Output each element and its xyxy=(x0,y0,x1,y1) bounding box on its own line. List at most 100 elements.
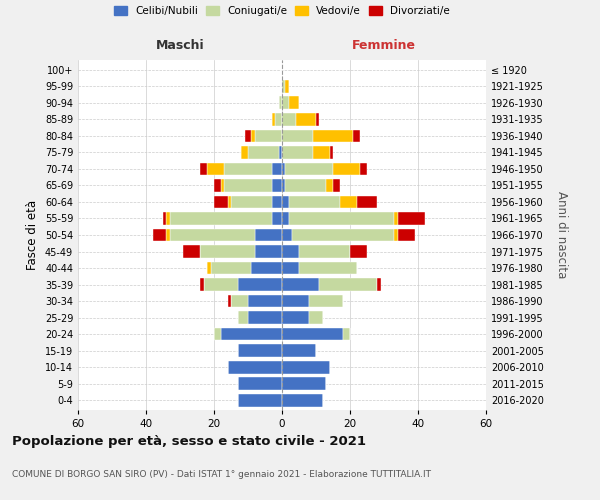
Bar xyxy=(282,394,323,406)
Bar xyxy=(282,262,299,274)
Text: Maschi: Maschi xyxy=(155,38,205,52)
Bar xyxy=(360,162,367,175)
Bar xyxy=(309,294,343,308)
Bar xyxy=(214,328,221,340)
Bar xyxy=(238,377,282,390)
Bar xyxy=(231,294,248,308)
Bar xyxy=(170,212,272,225)
Bar xyxy=(227,294,231,308)
Bar xyxy=(377,278,380,291)
Legend: Celibi/Nubili, Coniugati/e, Vedovi/e, Divorziati/e: Celibi/Nubili, Coniugati/e, Vedovi/e, Di… xyxy=(110,2,454,21)
Bar xyxy=(286,162,333,175)
Bar xyxy=(221,179,224,192)
Text: Femmine: Femmine xyxy=(352,38,416,52)
Bar xyxy=(282,80,286,93)
Bar xyxy=(299,262,357,274)
Bar xyxy=(248,311,282,324)
Bar xyxy=(333,162,360,175)
Bar xyxy=(286,80,289,93)
Bar xyxy=(275,113,282,126)
Bar xyxy=(286,179,326,192)
Bar xyxy=(153,228,166,241)
Bar xyxy=(272,179,282,192)
Bar xyxy=(319,278,377,291)
Bar xyxy=(282,146,313,159)
Bar xyxy=(184,245,200,258)
Y-axis label: Anni di nascita: Anni di nascita xyxy=(555,192,568,278)
Bar xyxy=(343,328,350,340)
Bar xyxy=(326,179,333,192)
Bar xyxy=(245,130,251,142)
Bar xyxy=(241,146,248,159)
Bar xyxy=(224,179,272,192)
Bar xyxy=(289,96,299,110)
Bar xyxy=(214,196,227,208)
Bar xyxy=(309,311,323,324)
Bar xyxy=(350,245,367,258)
Bar xyxy=(313,146,329,159)
Bar xyxy=(207,162,224,175)
Bar xyxy=(255,228,282,241)
Bar xyxy=(214,179,221,192)
Bar xyxy=(282,311,309,324)
Bar xyxy=(282,245,299,258)
Bar xyxy=(282,344,316,357)
Bar xyxy=(248,146,278,159)
Bar xyxy=(289,212,394,225)
Bar xyxy=(394,212,398,225)
Bar xyxy=(221,328,282,340)
Bar xyxy=(166,228,170,241)
Bar xyxy=(282,360,329,374)
Bar xyxy=(166,212,170,225)
Bar xyxy=(272,162,282,175)
Bar xyxy=(353,130,360,142)
Bar xyxy=(238,394,282,406)
Bar xyxy=(394,228,398,241)
Bar xyxy=(238,278,282,291)
Bar xyxy=(204,278,238,291)
Bar xyxy=(333,179,340,192)
Text: COMUNE DI BORGO SAN SIRO (PV) - Dati ISTAT 1° gennaio 2021 - Elaborazione TUTTIT: COMUNE DI BORGO SAN SIRO (PV) - Dati IST… xyxy=(12,470,431,479)
Bar xyxy=(357,196,377,208)
Bar xyxy=(398,212,425,225)
Bar xyxy=(299,245,350,258)
Bar xyxy=(289,196,340,208)
Bar xyxy=(282,179,286,192)
Bar xyxy=(227,196,231,208)
Bar xyxy=(170,228,255,241)
Bar xyxy=(282,162,286,175)
Bar xyxy=(329,146,333,159)
Bar xyxy=(278,96,282,110)
Bar xyxy=(282,377,326,390)
Bar xyxy=(282,113,296,126)
Bar xyxy=(282,96,289,110)
Bar xyxy=(272,113,275,126)
Bar xyxy=(207,262,211,274)
Bar xyxy=(200,245,255,258)
Bar xyxy=(272,212,282,225)
Bar xyxy=(200,162,207,175)
Bar xyxy=(282,130,313,142)
Bar xyxy=(282,212,289,225)
Bar xyxy=(163,212,166,225)
Bar xyxy=(231,196,272,208)
Bar xyxy=(282,278,319,291)
Bar xyxy=(313,130,353,142)
Bar xyxy=(292,228,394,241)
Bar xyxy=(282,196,289,208)
Bar xyxy=(251,262,282,274)
Bar xyxy=(227,360,282,374)
Bar xyxy=(211,262,251,274)
Bar xyxy=(272,196,282,208)
Bar xyxy=(282,294,309,308)
Bar xyxy=(255,130,282,142)
Bar xyxy=(282,228,292,241)
Bar xyxy=(251,130,255,142)
Bar xyxy=(278,146,282,159)
Bar xyxy=(296,113,316,126)
Bar xyxy=(316,113,319,126)
Text: Popolazione per età, sesso e stato civile - 2021: Popolazione per età, sesso e stato civil… xyxy=(12,435,366,448)
Bar xyxy=(340,196,357,208)
Bar xyxy=(282,328,343,340)
Bar xyxy=(200,278,204,291)
